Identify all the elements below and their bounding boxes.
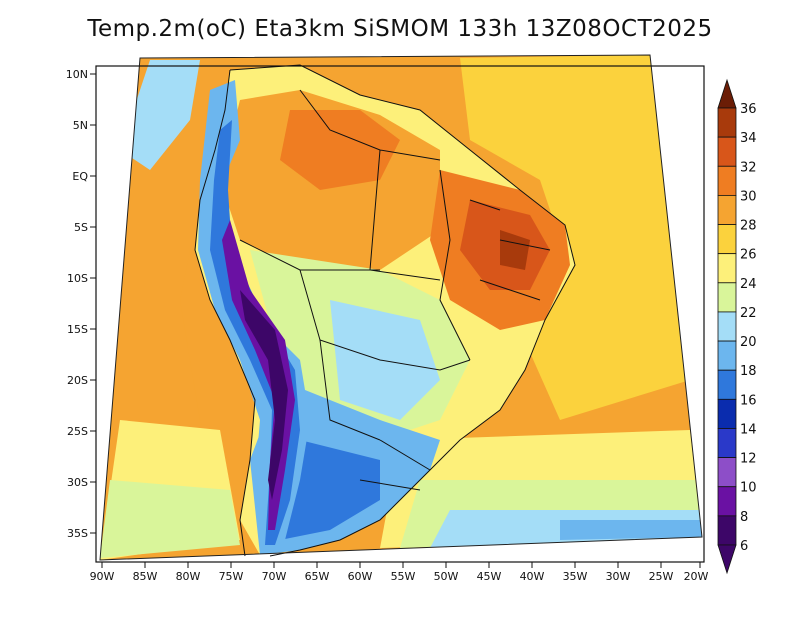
domain-outline [99,54,703,561]
lon-label: 40W [520,570,545,583]
colorbar-box [717,369,737,400]
colorbar-box [717,515,737,546]
lat-label: 10S [67,272,88,285]
colorbar-label: 20 [740,335,757,350]
lat-label: 15S [67,323,88,336]
lon-label: 60W [348,570,373,583]
colorbar-label: 36 [740,102,757,117]
longitude-axis: 90W 85W 80W 75W 70W 65W 60W 55W 50W 45W … [90,562,709,583]
colorbar-box [717,107,737,138]
map-frame [95,65,705,563]
lat-label: 20S [67,374,88,387]
lon-label: 75W [219,570,244,583]
colorbar-box [717,428,737,459]
colorbar-label: 12 [740,452,757,467]
lon-label: 90W [90,570,115,583]
colorbar-label: 26 [740,248,757,263]
region-atlantic-yellow [460,55,690,420]
colorbar-label: 6 [740,539,748,554]
lon-label: 65W [305,570,330,583]
lat-label: 35S [67,527,88,540]
lat-label: 30S [67,476,88,489]
colorbar-box [717,457,737,488]
colorbar-label: 10 [740,481,757,496]
colorbar-box [717,486,737,517]
lat-label: 25S [67,425,88,438]
colorbar-label: 16 [740,393,757,408]
lon-label: 55W [391,570,416,583]
lon-label: 50W [434,570,459,583]
lat-label: 5S [74,221,88,234]
lon-label: 30W [606,570,631,583]
map-title: Temp.2m(oC) Eta3km SiSMOM 133h 13Z08OCT2… [87,16,713,42]
colorbar-box [717,253,737,284]
lat-label: 5N [73,119,88,132]
lat-label: 10N [66,68,88,81]
lon-label: 85W [133,570,158,583]
colorbar-bottom-arrow [717,544,737,575]
colorbar-box [717,311,737,342]
colorbar-box [717,136,737,167]
colorbar-box [717,282,737,313]
colorbar-label: 34 [740,131,757,146]
lon-label: 20W [684,570,709,583]
colorbar-label: 24 [740,277,757,292]
lon-label: 70W [262,570,287,583]
colorbar-box [717,398,737,429]
lat-label: EQ [72,170,88,183]
colorbar-box [717,165,737,196]
colorbar-label: 14 [740,422,757,437]
colorbar-label: 18 [740,364,757,379]
colorbar-box [717,224,737,255]
temperature-field [100,55,702,560]
colorbar-box [717,340,737,371]
colorbar: 36 34 32 30 28 26 24 22 20 18 16 14 12 10 8 6 [717,78,757,575]
lon-label: 25W [649,570,674,583]
colorbar-label: 32 [740,160,757,175]
lon-label: 45W [477,570,502,583]
colorbar-label: 30 [740,189,757,204]
lon-label: 80W [176,570,201,583]
latitude-axis: 10N 5N EQ 5S 10S 15S 20S 25S 30S 35S [66,68,96,540]
colorbar-top-arrow [717,78,737,109]
colorbar-label: 22 [740,306,757,321]
colorbar-label: 28 [740,219,757,234]
borders [194,64,576,557]
colorbar-box [717,194,737,225]
colorbar-label: 8 [740,510,748,525]
lon-label: 35W [563,570,588,583]
